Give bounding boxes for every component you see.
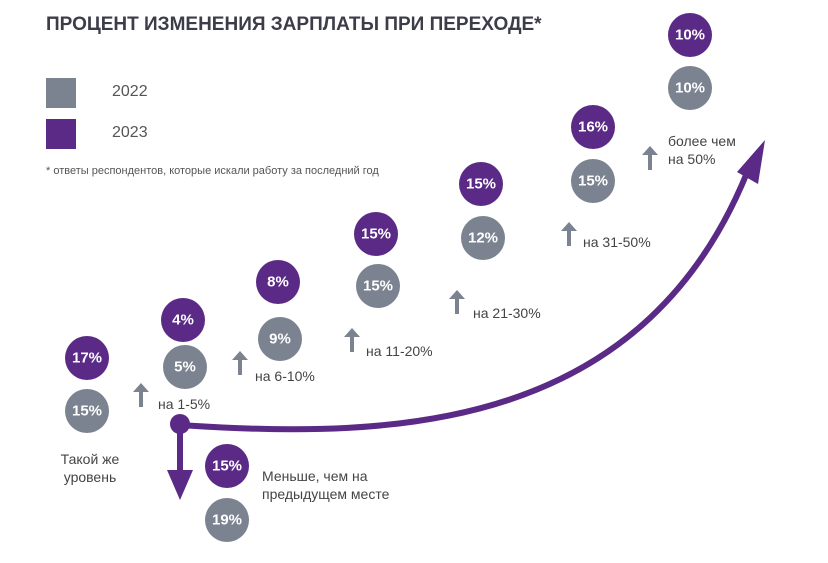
value-label: 12%	[468, 230, 498, 247]
legend-label: 2023	[112, 124, 148, 141]
value-bubble	[161, 298, 205, 342]
value-label: 15%	[466, 176, 496, 193]
value-bubble	[256, 260, 300, 304]
origin-dot	[170, 414, 190, 434]
value-label: 9%	[269, 331, 291, 348]
value-bubble	[163, 345, 207, 389]
value-label: 16%	[578, 119, 608, 136]
footnote: * ответы респондентов, которые искали ра…	[46, 165, 379, 177]
value-bubble	[65, 336, 109, 380]
up-arrow	[232, 351, 248, 375]
value-bubble	[571, 105, 615, 149]
value-bubble	[65, 389, 109, 433]
legend-swatch	[46, 119, 76, 149]
value-label: 15%	[72, 403, 102, 420]
category-label: на 21-30%	[473, 305, 541, 321]
value-label: 10%	[675, 27, 705, 44]
up-arrow	[561, 222, 577, 246]
value-bubble	[668, 66, 712, 110]
value-bubble	[205, 498, 249, 542]
value-bubble	[258, 317, 302, 361]
up-arrow	[344, 328, 360, 352]
legend-label: 2022	[112, 83, 148, 100]
value-label: 15%	[578, 173, 608, 190]
value-bubble	[668, 13, 712, 57]
curve-arrowhead	[737, 140, 765, 184]
category-label: на 6-10%	[255, 368, 315, 384]
chart-title: ПРОЦЕНТ ИЗМЕНЕНИЯ ЗАРПЛАТЫ ПРИ ПЕРЕХОДЕ*	[46, 14, 542, 35]
value-label: 17%	[72, 350, 102, 367]
value-label: 15%	[363, 278, 393, 295]
up-arrow	[449, 290, 465, 314]
value-bubble	[459, 162, 503, 206]
value-label: 15%	[212, 458, 242, 475]
category-label: Такой же уровень	[60, 451, 120, 485]
value-label: 15%	[361, 226, 391, 243]
category-label: более чем на 50%	[668, 133, 736, 167]
value-bubble	[571, 159, 615, 203]
legend-swatch	[46, 78, 76, 108]
value-bubble	[356, 264, 400, 308]
category-label: на 31-50%	[583, 234, 651, 250]
up-arrow	[133, 383, 149, 407]
value-bubble	[354, 212, 398, 256]
category-label: Меньше, чем на предыдущем месте	[262, 468, 390, 502]
category-label: на 11-20%	[366, 343, 433, 359]
category-label: на 1-5%	[158, 396, 211, 412]
value-bubble	[461, 216, 505, 260]
value-label: 4%	[172, 312, 194, 329]
value-label: 10%	[675, 80, 705, 97]
value-label: 5%	[174, 359, 196, 376]
growth-curve	[179, 158, 755, 433]
value-bubble	[205, 444, 249, 488]
value-label: 19%	[212, 512, 242, 529]
up-arrow	[642, 146, 658, 170]
down-arrowhead	[167, 470, 193, 500]
value-label: 8%	[267, 274, 289, 291]
